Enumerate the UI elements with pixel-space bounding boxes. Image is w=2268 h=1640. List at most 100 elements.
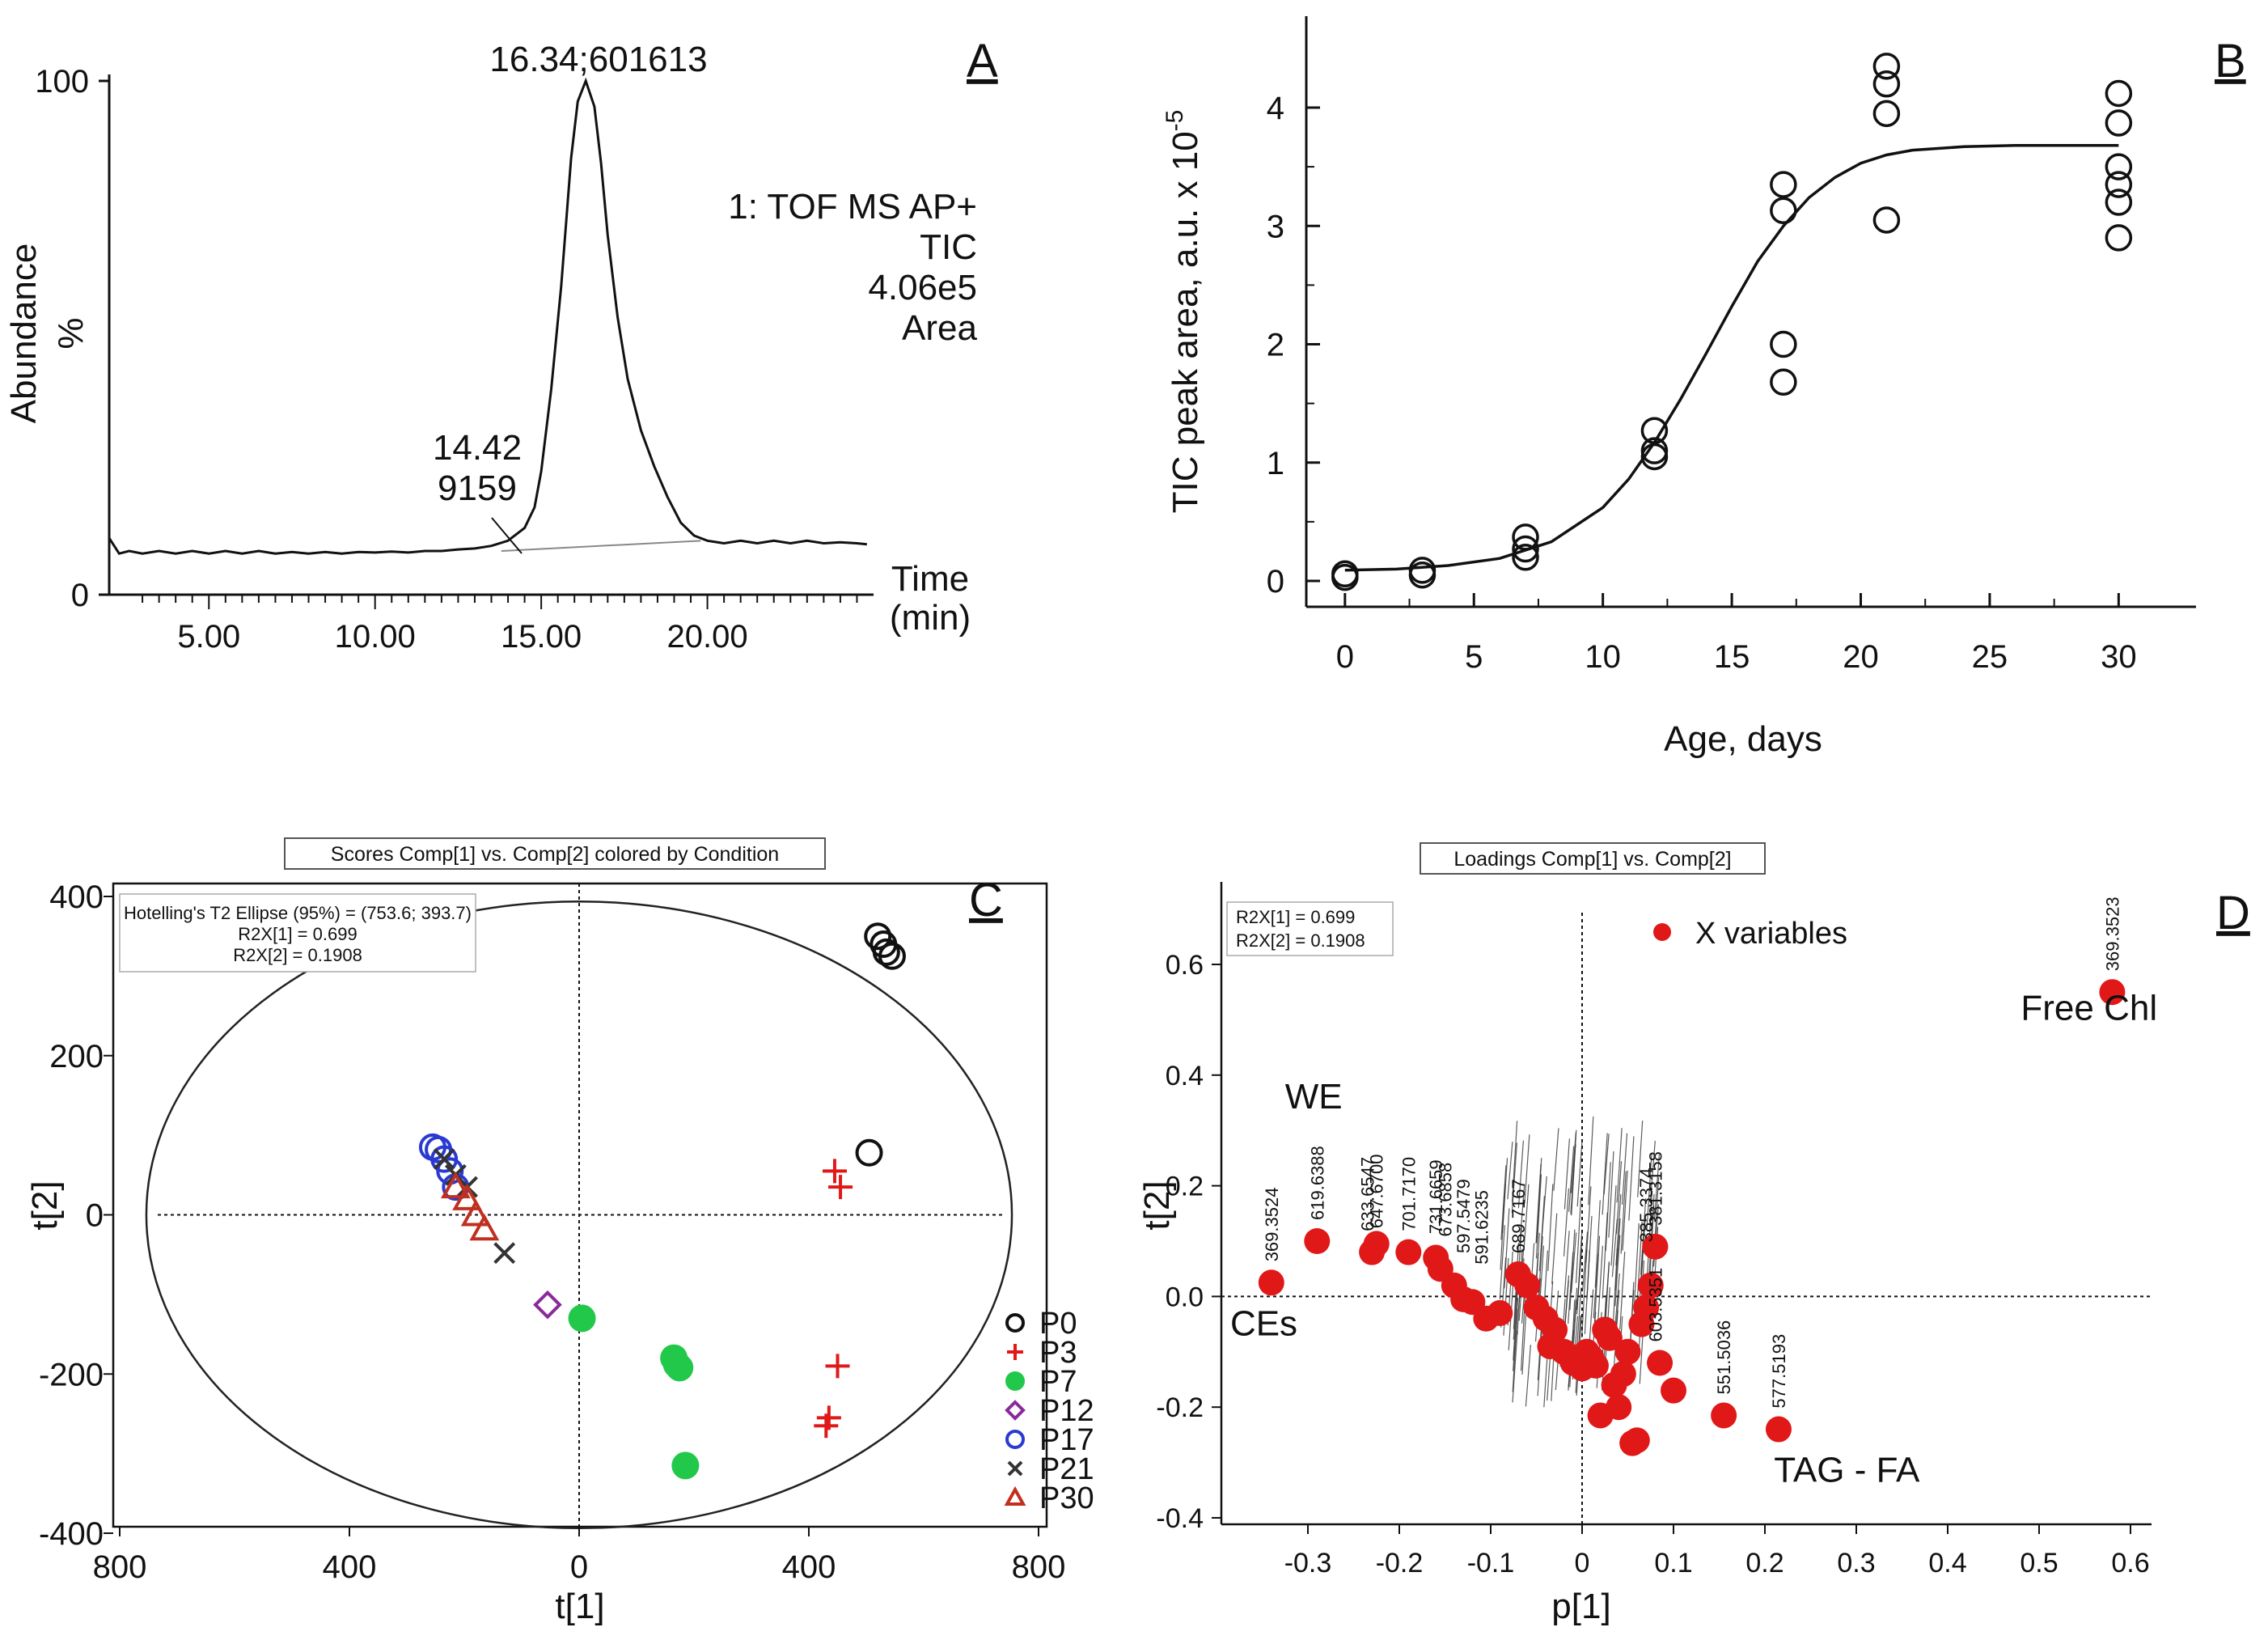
d-data-point [1623,1427,1650,1454]
d-cluster-label-stroke [1582,1231,1589,1290]
b-x-tick-label: 20 [1843,639,1879,675]
b-ticks [1306,106,2120,607]
c-point-p30 [469,1214,500,1241]
c-legend-marker [1005,1313,1025,1333]
c-y-tick-labels: 400 200 0 -200 -400 [39,879,104,1552]
c-legend-label: P3 [1039,1336,1077,1370]
d-y-tick-label: 0.4 [1166,1061,1204,1091]
a-info-line: Area [902,308,977,348]
d-data-point [1647,1350,1673,1376]
c-point-p0 [872,938,900,966]
c-point-p30 [452,1183,482,1210]
d-point-label: 597.5479 [1453,1179,1474,1253]
c-point-p7 [568,1304,596,1333]
d-data-point [1304,1228,1331,1254]
d-cluster-label-stroke [1636,1221,1643,1303]
d-point-label: 689.7167 [1508,1179,1529,1253]
b-x-tick-label: 15 [1714,639,1750,675]
c-point-p7 [671,1451,700,1480]
a-info-line: 1: TOF MS AP+ [728,187,977,227]
d-y-label: t[2] [1137,1180,1177,1230]
d-title-box [1420,842,1766,875]
d-cluster-label-stroke [1594,1200,1601,1288]
d-cluster-label-stroke [1584,1249,1590,1334]
c-point-p0 [855,1138,883,1167]
a-minor-peak-time: 14.42 [433,428,522,468]
b-data-point [1408,557,1437,584]
d-cluster-label-stroke [1512,1330,1518,1403]
c-point-p0 [864,922,892,951]
b-data-point [2105,224,2133,252]
c-legend-marker [1004,1485,1026,1506]
b-x-tick-label: 30 [2101,639,2137,675]
a-x-tick-label: 15.00 [501,619,582,655]
d-cluster-label-stroke [1553,1128,1559,1191]
d-data-point [1642,1233,1669,1260]
c-x-tick-label: 0 [570,1549,588,1585]
a-y-label: Abundance [4,244,44,424]
b-data-point [2105,79,2133,108]
a-x-tick-labels: 5.00 10.00 15.00 20.00 [177,619,747,655]
c-legend-label: P0 [1039,1307,1077,1341]
d-cluster-label-stroke [1620,1171,1627,1254]
d-cluster-label-stroke [1581,1248,1588,1338]
d-cluster-label-stroke [1622,1170,1628,1251]
d-data-point [1596,1324,1623,1351]
d-point-label: 619.6388 [1307,1146,1327,1220]
d-x-tick-label: 0.5 [2020,1548,2058,1579]
b-data-point [1872,206,1901,234]
d-data-point [1395,1239,1422,1265]
d-y-tick-label: 0.0 [1166,1282,1204,1312]
c-legend-marker [1005,1400,1026,1421]
c-y-label: t[2] [25,1180,65,1230]
d-data-point [1711,1402,1737,1429]
d-cluster-label-stroke [1646,1190,1653,1276]
d-x-tick-labels: -0.3 -0.2 -0.1 0 0.1 0.2 0.3 0.4 0.5 0.6 [1284,1548,2150,1579]
b-y-tick-label: 2 [1267,328,1284,363]
c-legend-marker [1005,1371,1025,1391]
d-cluster-label-stroke [1572,1287,1578,1352]
d-cluster-label-stroke [1547,1184,1554,1271]
d-y-tick-label: -0.4 [1156,1503,1204,1534]
c-info-line: Hotelling's T2 Ellipse (95%) = (753.6; 3… [124,903,472,923]
b-fit-curve [1344,144,2119,572]
c-point-p0 [878,942,906,970]
c-point-p3 [825,1354,850,1379]
d-point-label: 591.6235 [1472,1190,1492,1265]
d-cluster-label-stroke [1517,1140,1525,1209]
b-x-tick-label: 10 [1585,639,1621,675]
d-data-points [1258,979,2126,1456]
c-legend-marker [1007,1460,1023,1477]
c-legend-label: P21 [1039,1452,1094,1486]
b-x-tick-label: 0 [1336,639,1354,675]
d-data-point [1450,1286,1477,1312]
c-point-p12 [533,1290,562,1320]
c-x-tick-label: 800 [1012,1549,1066,1585]
a-info-line: TIC [920,227,977,267]
a-x-tick-label: 5.00 [177,619,240,655]
d-data-point [1633,1295,1660,1321]
c-info-box [119,893,476,973]
c-x-tick-label: 800 [93,1549,147,1585]
d-cluster-label-stroke [1628,1136,1635,1221]
d-cluster-label-stroke [1649,1140,1656,1202]
d-cluster-label-stroke [1621,1133,1628,1205]
d-y-tick-label: 0.2 [1166,1172,1204,1202]
d-cluster-label-stroke [1588,1116,1594,1206]
b-data-point [1512,544,1539,571]
d-x-tick-label: 0.3 [1837,1548,1875,1579]
d-point-label: 633.6547 [1357,1157,1377,1231]
d-point-label: 603.5351 [1645,1268,1665,1342]
panel-b-growth-curve: B 0 1 2 3 4 0 5 10 15 20 25 30 Age, days… [1162,16,2246,759]
c-y-tick-label: 200 [49,1039,104,1074]
d-cluster-label-stroke [1563,1138,1571,1210]
d-data-point [1765,1416,1792,1443]
a-tic-trace [108,77,867,555]
panel-b-letter: B [2215,35,2246,87]
d-cluster-label-stroke [1602,1133,1608,1215]
d-y-tick-label: -0.2 [1156,1392,1204,1423]
d-point-labels: 369.3523 369.3524 619.6388 647.6700633.6547… [1262,896,2123,1408]
c-legend-label: P12 [1039,1394,1094,1428]
panel-d-letter: D [2216,887,2250,939]
a-x-tick-label: 10.00 [335,619,416,655]
